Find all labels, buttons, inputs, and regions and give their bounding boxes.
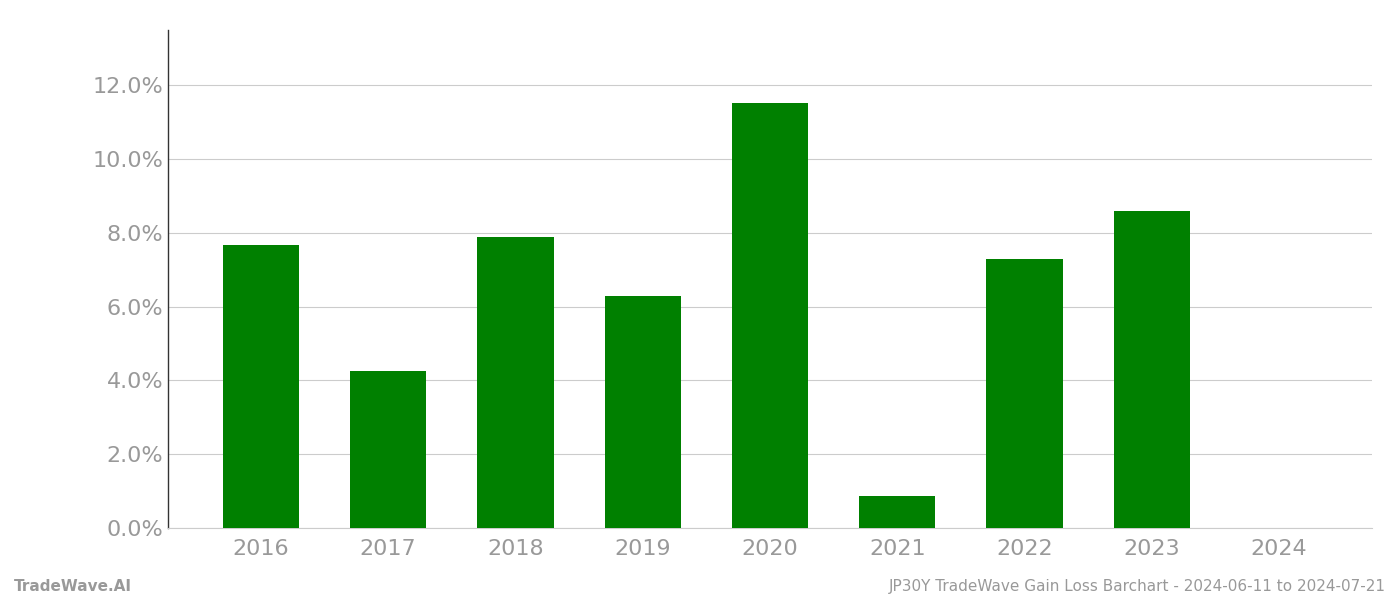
Bar [732,103,808,528]
Bar [987,259,1063,528]
Bar [350,371,427,528]
Bar [860,496,935,528]
Text: TradeWave.AI: TradeWave.AI [14,579,132,594]
Bar [1113,211,1190,528]
Bar [477,236,553,528]
Text: JP30Y TradeWave Gain Loss Barchart - 2024-06-11 to 2024-07-21: JP30Y TradeWave Gain Loss Barchart - 202… [889,579,1386,594]
Bar [605,296,680,528]
Bar [223,245,300,528]
